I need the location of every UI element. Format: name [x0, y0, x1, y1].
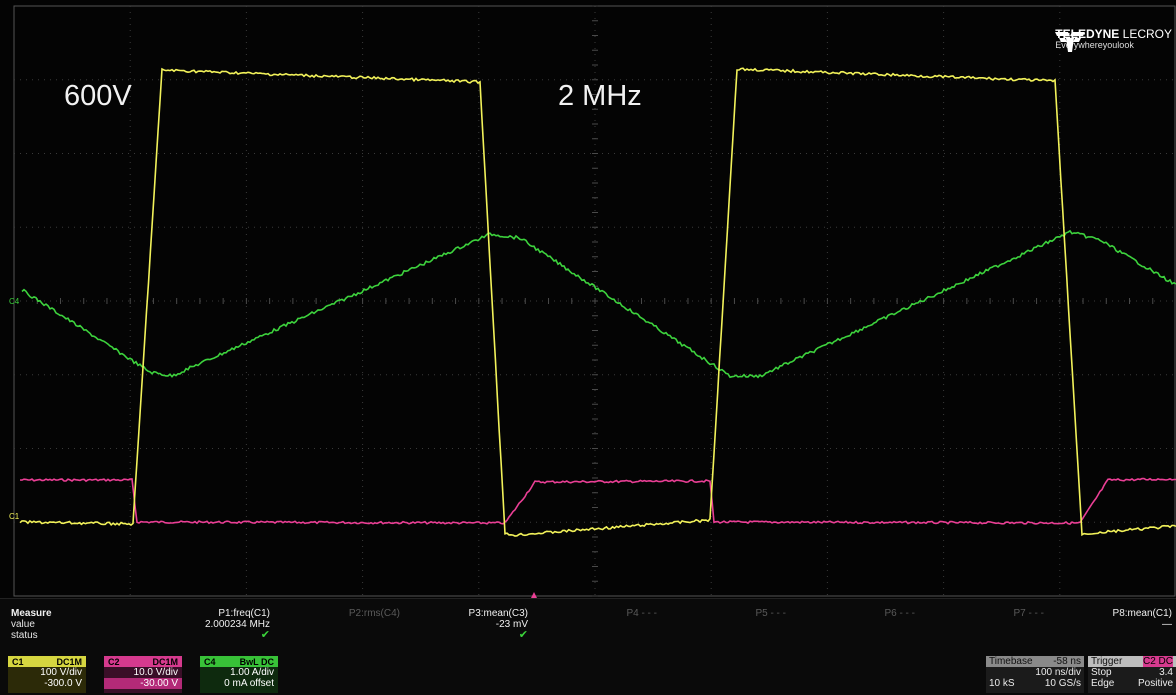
- frequency-annotation: 2 MHz: [558, 80, 642, 112]
- voltage-annotation: 600V: [64, 80, 132, 112]
- channel-c2-offset: -30.00 V: [104, 678, 182, 689]
- trigger-position-marker: [531, 592, 537, 598]
- channel-c4-descriptor[interactable]: C4 BwL DC 1.00 A/div 0 mA offset: [200, 656, 278, 693]
- channel-c2-coupling: DC1M: [152, 656, 178, 667]
- param-p1[interactable]: P1:freq(C1) 2.000234 MHz ✔: [160, 608, 270, 641]
- timebase-rate: 10 GS/s: [1044, 678, 1081, 689]
- timebase-samples: 10 kS: [989, 678, 1015, 689]
- channel-c2-descriptor[interactable]: C2 DC1M 10.0 V/div -30.00 V: [104, 656, 182, 693]
- c4-ground-marker[interactable]: C4: [9, 297, 20, 306]
- waveform-c1: [19, 67, 1176, 537]
- param-p1-status-check-icon: ✔: [260, 629, 270, 641]
- param-p8[interactable]: P8:mean(C1) —: [1062, 608, 1172, 630]
- waveform-c4: [21, 229, 1176, 379]
- brand-light: LECROY: [1122, 27, 1172, 41]
- param-p3-value: -23 mV: [495, 619, 528, 630]
- param-p5[interactable]: P5 - - -: [676, 608, 786, 619]
- param-p8-value: —: [1162, 619, 1172, 630]
- param-p3[interactable]: P3:mean(C3) -23 mV ✔: [418, 608, 528, 641]
- brand-bold: TELEDYNE: [1055, 27, 1120, 41]
- channel-c4-scale: 1.00 A/div: [230, 667, 274, 678]
- teledyne-lecroy-logo: TELEDYNE LECROY Everywhereyoulook: [1055, 28, 1172, 58]
- trigger-mode: Stop: [1091, 667, 1112, 678]
- trigger-type: Edge: [1091, 678, 1115, 689]
- measure-title[interactable]: Measure: [11, 608, 52, 619]
- channel-c1-scale: 100 V/div: [40, 667, 82, 678]
- param-p1-name: P1:freq(C1): [218, 608, 270, 619]
- param-p7-name: P7 - - -: [1013, 608, 1044, 619]
- channel-c1-offset: -300.0 V: [44, 678, 82, 689]
- trigger-slope: Positive: [1137, 678, 1173, 689]
- channel-c4-id: C4: [204, 656, 216, 667]
- param-p8-name: P8:mean(C1): [1112, 608, 1172, 619]
- measure-value-row-label: value: [11, 619, 35, 630]
- channel-c1-coupling: DC1M: [56, 656, 82, 667]
- c1-ground-marker[interactable]: C1: [9, 512, 20, 521]
- trigger-descriptor[interactable]: Trigger C2 DC Stop 3.4 Edge Positive: [1088, 656, 1176, 693]
- param-p3-name: P3:mean(C3): [468, 608, 528, 619]
- measurement-panel: Measure value status P1:freq(C1) 2.00023…: [0, 598, 1176, 695]
- channel-c1-descriptor[interactable]: C1 DC1M 100 V/div -300.0 V: [8, 656, 86, 693]
- param-p6-name: P6 - - -: [884, 608, 915, 619]
- param-p5-name: P5 - - -: [755, 608, 786, 619]
- trigger-level: 3.4: [1159, 667, 1173, 678]
- param-p2-name: P2:rms(C4): [348, 608, 400, 619]
- param-p7[interactable]: P7 - - -: [934, 608, 1044, 619]
- timebase-label: Timebase: [989, 656, 1033, 667]
- channel-c1-id: C1: [12, 656, 24, 667]
- teledyne-logo-icon: [1055, 32, 1086, 52]
- measure-status-row-label: status: [11, 630, 38, 641]
- channel-c2-id: C2: [108, 656, 120, 667]
- trigger-label: Trigger: [1091, 656, 1123, 667]
- timebase-descriptor[interactable]: Timebase -58 ns 100 ns/div 10 kS 10 GS/s: [986, 656, 1084, 693]
- brand-name: TELEDYNE LECROY: [1055, 28, 1172, 40]
- param-p4-name: P4 - - -: [626, 608, 657, 619]
- waveform-display[interactable]: 600V 2 MHz C4 C1 TELEDYNE LECROY Everywh…: [0, 0, 1176, 598]
- brand-tagline: Everywhereyoulook: [1055, 40, 1134, 50]
- param-p6[interactable]: P6 - - -: [805, 608, 915, 619]
- param-p3-status-check-icon: ✔: [518, 629, 528, 641]
- trigger-source: C2 DC: [1142, 656, 1173, 667]
- timebase-delay: -58 ns: [1053, 656, 1081, 667]
- waveform-c2: [19, 477, 1176, 525]
- timebase-scale: 100 ns/div: [1035, 667, 1081, 678]
- channel-c4-offset: 0 mA offset: [224, 678, 274, 689]
- waveform-canvas: [13, 5, 1176, 598]
- channel-c4-coupling: BwL DC: [239, 656, 274, 667]
- param-p1-value: 2.000234 MHz: [204, 619, 270, 630]
- param-p4[interactable]: P4 - - -: [547, 608, 657, 619]
- param-p2[interactable]: P2:rms(C4): [290, 608, 400, 619]
- channel-c2-scale: 10.0 V/div: [133, 667, 178, 678]
